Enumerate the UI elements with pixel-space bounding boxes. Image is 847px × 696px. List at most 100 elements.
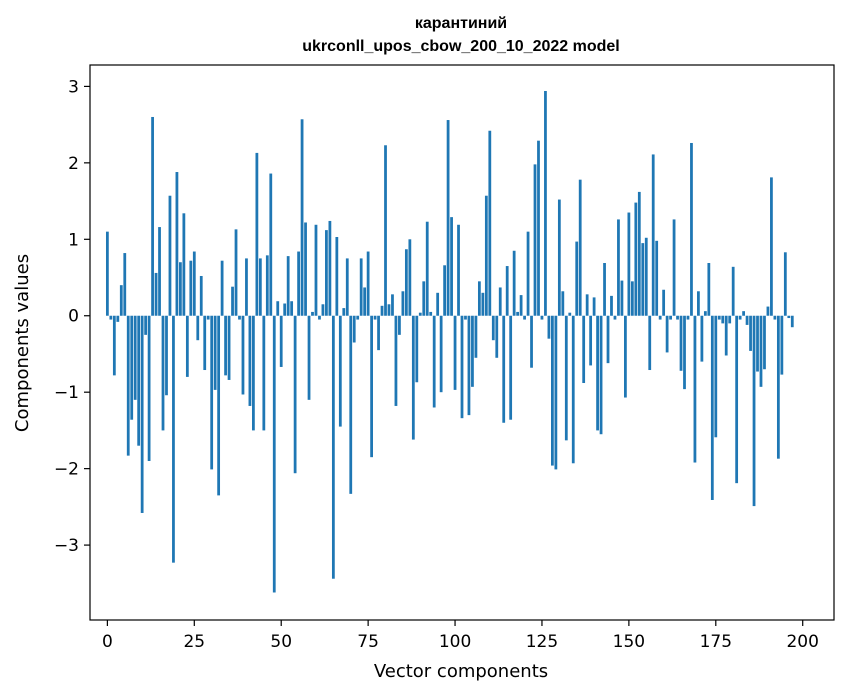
bar-119 xyxy=(519,295,523,316)
y-tick-label: 1 xyxy=(68,230,79,250)
plot-frame xyxy=(89,64,835,621)
bar-128 xyxy=(551,315,554,466)
bar-123 xyxy=(533,164,537,316)
bar-81 xyxy=(387,304,391,316)
bar-28 xyxy=(203,315,207,371)
bar-21 xyxy=(179,262,182,316)
bar-144 xyxy=(606,315,610,364)
bar-161 xyxy=(665,315,669,353)
bar-5 xyxy=(123,253,127,316)
bar-38 xyxy=(238,315,241,320)
bar-2 xyxy=(112,315,116,376)
bar-33 xyxy=(220,260,224,316)
x-tick-label: 0 xyxy=(102,632,113,652)
bar-54 xyxy=(293,315,297,474)
bar-84 xyxy=(398,315,401,335)
bar-116 xyxy=(509,315,513,420)
bar-65 xyxy=(331,315,335,579)
bar-68 xyxy=(342,308,346,316)
bar-57 xyxy=(304,222,307,316)
bar-70 xyxy=(349,315,353,494)
x-axis-ticks: 0 25 50 75 100 125 150 175 200 xyxy=(102,620,819,652)
y-axis-label: Components values xyxy=(12,254,33,432)
bar-111 xyxy=(491,315,495,341)
bar-49 xyxy=(276,301,280,316)
bar-184 xyxy=(745,315,749,325)
bar-37 xyxy=(234,229,238,316)
bar-169 xyxy=(693,315,697,463)
bar-47 xyxy=(269,173,273,316)
bar-167 xyxy=(686,315,690,320)
bar-93 xyxy=(429,311,433,316)
bar-170 xyxy=(697,291,700,316)
bar-152 xyxy=(634,202,638,316)
bar-86 xyxy=(404,249,408,316)
bar-1 xyxy=(109,315,113,320)
bar-89 xyxy=(415,315,419,383)
bar-83 xyxy=(394,315,398,406)
bar-172 xyxy=(703,311,707,316)
bar-100 xyxy=(453,315,457,390)
bar-188 xyxy=(759,315,763,387)
bar-140 xyxy=(592,297,596,316)
bar-7 xyxy=(130,315,134,420)
bar-157 xyxy=(651,154,655,316)
bar-32 xyxy=(217,315,221,496)
bar-76 xyxy=(370,315,373,458)
x-tick-label: 200 xyxy=(786,632,818,652)
bar-187 xyxy=(756,315,759,372)
bar-16 xyxy=(161,315,165,431)
bar-130 xyxy=(557,199,561,316)
y-tick-label: 2 xyxy=(68,154,79,174)
bar-148 xyxy=(620,280,624,316)
bar-189 xyxy=(763,315,766,370)
bar-195 xyxy=(783,252,787,316)
bar-42 xyxy=(252,315,255,431)
bar-82 xyxy=(391,294,394,316)
bar-175 xyxy=(714,315,718,438)
bar-87 xyxy=(408,239,412,316)
bar-138 xyxy=(585,294,589,316)
bar-25 xyxy=(192,251,196,316)
bar-99 xyxy=(450,217,453,316)
bar-58 xyxy=(307,315,311,400)
bar-27 xyxy=(199,275,203,316)
bar-9 xyxy=(137,315,141,446)
bar-53 xyxy=(290,301,294,316)
bar-0 xyxy=(105,231,109,316)
x-tick-label: 125 xyxy=(526,632,558,652)
bar-168 xyxy=(690,142,693,316)
bar-105 xyxy=(471,315,474,387)
bar-14 xyxy=(154,272,158,316)
bar-160 xyxy=(662,289,666,316)
bar-18 xyxy=(168,195,172,316)
bar-183 xyxy=(742,311,745,316)
bar-179 xyxy=(728,315,732,324)
chart-title-line-1: карантиний xyxy=(415,15,507,32)
y-tick-label: −3 xyxy=(54,536,79,556)
bar-80 xyxy=(384,145,387,316)
bar-147 xyxy=(617,219,620,316)
bar-17 xyxy=(165,315,168,396)
bar-69 xyxy=(345,258,349,316)
bar-107 xyxy=(477,281,481,316)
bar-136 xyxy=(578,179,582,316)
bar-127 xyxy=(547,315,551,339)
bar-178 xyxy=(724,315,728,356)
bar-31 xyxy=(213,315,217,390)
y-tick-label: −1 xyxy=(54,383,79,403)
bar-108 xyxy=(481,292,485,316)
bar-77 xyxy=(373,315,377,320)
bar-12 xyxy=(147,315,151,461)
bar-29 xyxy=(206,315,210,320)
bar-56 xyxy=(300,119,304,316)
bar-159 xyxy=(658,315,662,320)
bar-102 xyxy=(460,315,464,419)
bar-45 xyxy=(262,315,266,431)
bar-97 xyxy=(443,265,447,316)
bar-78 xyxy=(377,315,380,351)
bar-51 xyxy=(283,303,287,316)
bar-67 xyxy=(338,315,342,427)
bar-173 xyxy=(707,263,711,316)
